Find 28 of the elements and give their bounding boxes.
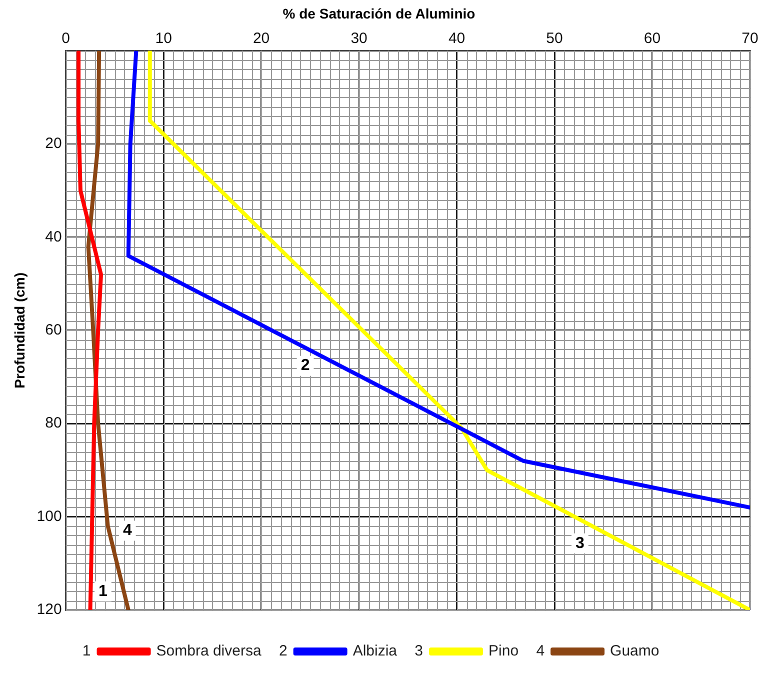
chart-title: % de Saturación de Aluminio bbox=[282, 5, 476, 22]
legend-label: Guamo bbox=[610, 642, 660, 660]
x-tick-label: 20 bbox=[252, 30, 270, 47]
y-tick-label: 20 bbox=[45, 135, 62, 152]
legend-label: Albizia bbox=[352, 642, 398, 660]
annotation: 1 bbox=[98, 582, 108, 600]
x-tick-label: 30 bbox=[350, 30, 368, 47]
y-tick-label: 40 bbox=[45, 228, 62, 246]
y-tick-label: 100 bbox=[36, 508, 62, 525]
annotation: 2 bbox=[300, 357, 310, 374]
text: 3 bbox=[414, 642, 424, 660]
x-tick-label: 40 bbox=[448, 30, 466, 47]
legend-label: Sombra diversa bbox=[156, 642, 262, 660]
y-tick-label: 60 bbox=[45, 322, 62, 339]
annotation: 3 bbox=[575, 534, 584, 552]
y-tick-label: 80 bbox=[45, 414, 62, 432]
text: 1 bbox=[82, 642, 91, 660]
annotation: 4 bbox=[122, 522, 132, 540]
text: 2 bbox=[278, 642, 288, 660]
x-tick-label: 60 bbox=[644, 30, 661, 47]
x-tick-label: 0 bbox=[62, 30, 70, 47]
x-tick-label: 70 bbox=[742, 30, 758, 47]
x-tick-label: 50 bbox=[546, 30, 563, 47]
legend-label: Pino bbox=[488, 642, 519, 660]
y-tick-label: 120 bbox=[36, 601, 62, 618]
text: 4 bbox=[536, 642, 545, 660]
y-axis-title: Profundidad (cm) bbox=[11, 272, 28, 388]
x-tick-label: 10 bbox=[155, 30, 172, 47]
